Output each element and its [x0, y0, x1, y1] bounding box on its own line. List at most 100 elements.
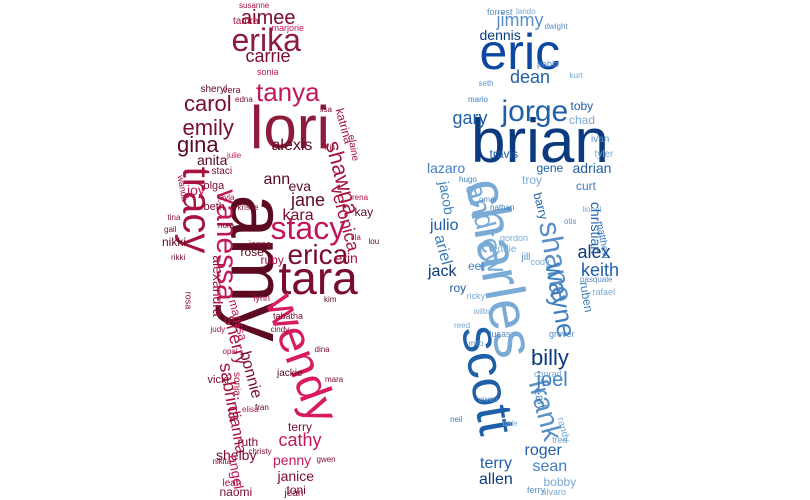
male-word-eddie: eddie — [492, 244, 517, 255]
male-word-allen: allen — [479, 471, 513, 488]
female-word-fran: fran — [255, 403, 269, 412]
male-word-eel: eel — [468, 259, 485, 273]
female-word-kim: kim — [324, 295, 337, 304]
female-word-tanya: tanya — [256, 77, 320, 107]
female-word-julie: julie — [227, 151, 242, 160]
male-word-jacob: jacob — [435, 180, 458, 216]
male-word-eric: eric — [479, 24, 561, 80]
female-word-vicki: vicki — [207, 373, 229, 386]
female-word-erika: erika — [231, 22, 301, 58]
female-word-vera: vera — [223, 84, 241, 95]
female-word-ruth: ruth — [237, 435, 259, 449]
female-word-nikita: nikita — [212, 457, 232, 466]
male-word-gordon: gordon — [500, 232, 529, 243]
male-word-lucas: lucas — [489, 328, 511, 339]
female-word-ann: ann — [263, 171, 291, 188]
female-word-carol: carol — [184, 91, 232, 116]
male-word-milo: milo — [468, 339, 484, 348]
female-word-gwen: gwen — [316, 455, 336, 464]
male-word-ferry: ferry — [527, 484, 545, 495]
female-word-staci: staci — [211, 166, 233, 177]
male-word-grover: grover — [549, 328, 575, 339]
female-word-jayla: jayla — [218, 193, 235, 202]
female-word-tabatha: tabatha — [273, 310, 304, 321]
female-word-marjorie: marjorie — [271, 22, 305, 33]
female-word-rikki: rikki — [171, 253, 186, 262]
male-word-curt: curt — [576, 179, 597, 193]
male-word-dean: dean — [510, 67, 551, 87]
male-word-neil: neil — [450, 415, 463, 424]
female-word-sheryl: sheryl — [200, 84, 228, 95]
female-word-rose: rose — [240, 245, 264, 259]
male-word-chad: chad — [569, 113, 596, 127]
male-word-rafael: rafael — [592, 286, 616, 297]
male-word-lionel: lionel — [582, 205, 602, 214]
male-word-otis: otis — [564, 217, 577, 226]
female-word-leah: leah — [222, 478, 242, 489]
male-word-terry: terry — [480, 455, 512, 472]
male-word-hugo: hugo — [459, 175, 477, 184]
female-word-shelby: shelby — [216, 447, 257, 463]
male-word-pasquale: pasquale — [580, 275, 613, 284]
female-word-tina: tina — [167, 213, 181, 222]
female-word-naomi: naomi — [219, 485, 253, 499]
male-word-gary: gary — [452, 108, 488, 128]
female-word-joy: joy — [187, 182, 205, 198]
male-word-bobby: bobby — [543, 475, 577, 489]
male-word-dale: dale — [502, 419, 518, 428]
male-word-dennis: dennis — [479, 27, 521, 43]
female-word-kara: kara — [282, 207, 314, 224]
female-word-erica: erica — [287, 239, 349, 270]
male-word-roy: roy — [449, 281, 467, 295]
female-word-gail: gail — [164, 225, 177, 234]
female-word-elisa: elisa — [242, 405, 259, 414]
male-word-reed: reed — [454, 321, 471, 330]
male-word-jorge: jorge — [501, 95, 569, 128]
male-word-keith: keith — [581, 260, 620, 280]
male-word-ariel: ariel — [430, 233, 455, 267]
male-word-nathan: nathan — [490, 203, 515, 212]
female-word-jane: jane — [291, 190, 326, 210]
male-word-troy: troy — [522, 173, 543, 187]
female-word-beth: beth — [203, 200, 225, 213]
female-word-emily: emily — [182, 115, 234, 140]
male-word-adrian: adrian — [572, 160, 612, 176]
male-word-brian: brian — [471, 107, 609, 176]
female-word-nikki: nikki — [162, 235, 187, 249]
male-word-barry: barry — [529, 190, 551, 222]
male-word-ricky: ricky — [466, 290, 486, 301]
male-word-jack: jack — [428, 263, 457, 280]
female-word-aimee: aimee — [241, 7, 296, 29]
female-word-penny: penny — [273, 452, 312, 468]
male-word-alvaro: alvaro — [541, 486, 567, 497]
male-word-toby: toby — [570, 99, 594, 113]
male-word-julio: julio — [430, 217, 459, 234]
female-word-alexis: alexis — [271, 137, 313, 154]
female-word-lou: lou — [368, 237, 380, 246]
male-word-owen: owen — [478, 395, 498, 404]
female-word-christy: christy — [248, 447, 272, 456]
female-word-lila: lila — [351, 233, 361, 242]
female-word-terry: terry — [288, 420, 312, 434]
female-word-carrie: carrie — [245, 46, 291, 66]
male-word-ivan: ivan — [591, 134, 610, 145]
female-word-cathy: cathy — [278, 430, 322, 450]
female-word-lori: lori — [250, 94, 331, 161]
male-word-fred: fred — [552, 434, 568, 445]
female-word-gina: gina — [177, 132, 219, 157]
female-word-rena: rena — [352, 193, 369, 202]
male-word-billy: billy — [531, 345, 569, 370]
male-word-omar: omar — [479, 195, 498, 204]
female-word-tamra: tamra — [233, 16, 259, 27]
male-word-pablo: pablo — [537, 58, 560, 69]
male-word-mario: mario — [468, 95, 489, 104]
male-word-cody: cody — [530, 256, 550, 267]
female-word-edna: edna — [235, 95, 253, 104]
female-word-susanne: susanne — [239, 1, 270, 10]
male-word-seth: seth — [478, 79, 494, 88]
male-word-wilbur: wilbur — [473, 307, 495, 316]
female-word-jean: jean — [284, 488, 304, 499]
male-word-ruben: ruben — [576, 280, 596, 314]
female-word-jackie: jackie — [277, 368, 303, 379]
